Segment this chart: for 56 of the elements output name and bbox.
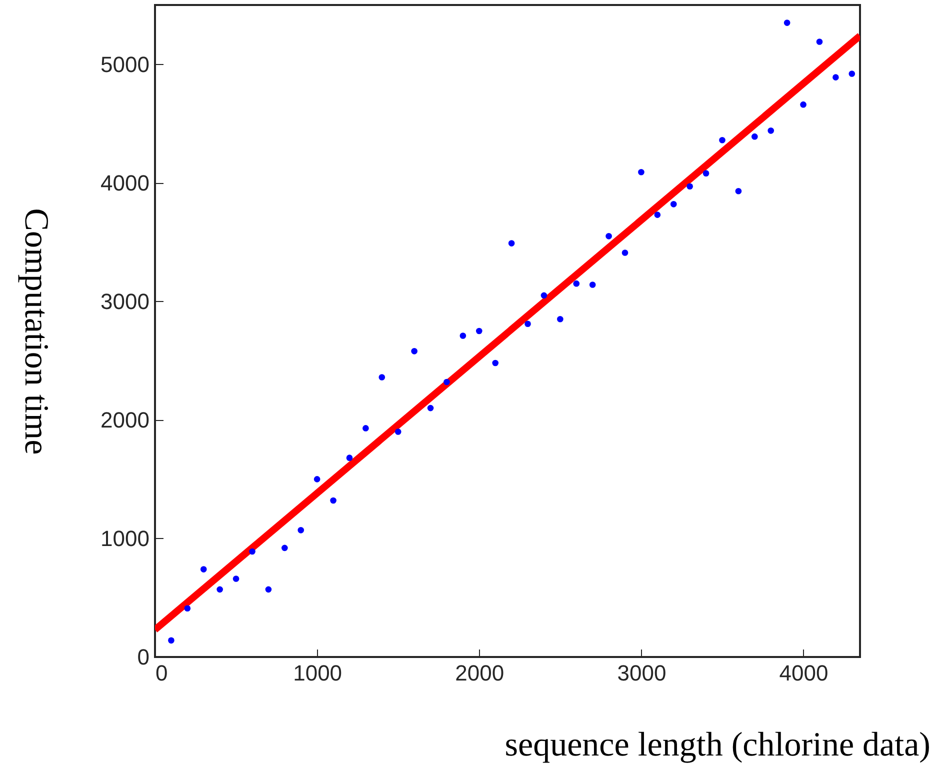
point [606, 233, 612, 240]
point [281, 544, 288, 552]
point [735, 188, 742, 194]
y-tick-label: 0 [137, 644, 150, 670]
point [589, 282, 596, 288]
point [411, 348, 418, 354]
point [232, 576, 240, 582]
point [832, 74, 839, 80]
point [492, 360, 499, 366]
point [800, 101, 806, 108]
point [670, 201, 677, 208]
point [702, 170, 710, 176]
y-axis-title: Computation time [18, 208, 54, 455]
point [394, 428, 402, 435]
point [686, 183, 693, 190]
point [200, 566, 207, 572]
point [330, 497, 336, 504]
point [848, 70, 856, 77]
y-tick-label: 5000 [100, 52, 150, 77]
point [638, 168, 644, 176]
point [444, 378, 450, 386]
point [540, 292, 548, 299]
point [362, 425, 369, 432]
point [216, 586, 223, 593]
point [816, 38, 823, 45]
x-tick-label: 3000 [617, 660, 666, 686]
point [168, 637, 174, 644]
point [378, 374, 386, 380]
x-tick-label: 2000 [455, 660, 504, 686]
point [298, 527, 304, 534]
x-tick-label: 0 [156, 660, 168, 686]
point [427, 404, 434, 412]
point [524, 320, 531, 328]
point [557, 316, 564, 322]
point [654, 212, 661, 218]
point [184, 605, 191, 612]
point [346, 454, 353, 461]
point [768, 128, 774, 134]
y-tick-label: 4000 [100, 170, 150, 196]
point [573, 280, 580, 287]
y-tick-label: 3000 [100, 288, 150, 314]
point [719, 136, 726, 144]
x-tick-label: 1000 [293, 660, 342, 686]
point [751, 133, 758, 140]
point [476, 328, 482, 334]
point [622, 250, 628, 256]
x-tick-label: 4000 [779, 660, 828, 686]
point [784, 20, 790, 26]
y-tick-label: 2000 [100, 407, 150, 432]
point [460, 332, 466, 339]
y-tick-label: 1000 [100, 526, 150, 551]
point [265, 586, 272, 593]
point [508, 240, 515, 246]
point [314, 476, 320, 482]
x-axis-title: sequence length (chlorine data) [504, 726, 930, 764]
point [249, 548, 256, 555]
